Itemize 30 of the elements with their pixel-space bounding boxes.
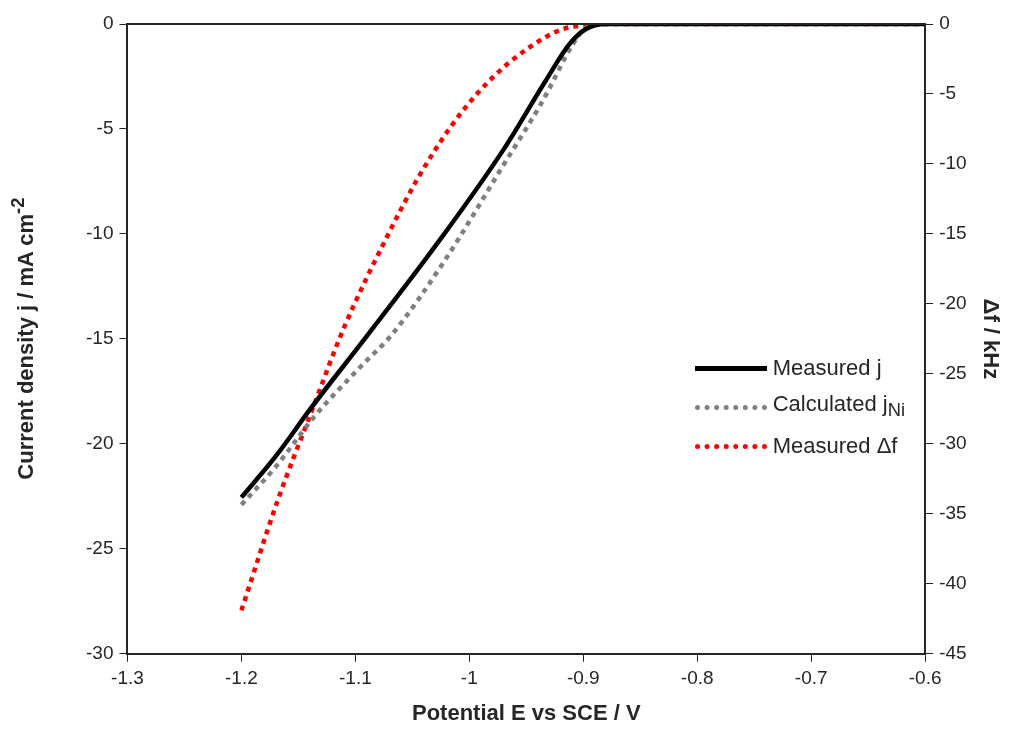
y-tick-label: 0 [102, 12, 114, 34]
legend-label: Calculated j$_{Ni}$ [772, 390, 905, 423]
y2-tick-label: -15 [939, 222, 967, 244]
y2-tick-label: -45 [939, 642, 967, 664]
y2-tick-label: -5 [939, 82, 957, 104]
x-tick-label: -0.6 [908, 667, 942, 689]
y-tick-label: -15 [85, 327, 114, 349]
legend-label: Measured j [772, 354, 882, 382]
y2-tick-label: -40 [939, 572, 967, 594]
y-tick-label: -30 [85, 642, 114, 664]
y2-tick-label: -20 [939, 292, 967, 314]
y-tick-label: -20 [85, 432, 114, 454]
x-tick-label: -0.8 [680, 667, 714, 689]
x-tick-label: -1 [460, 667, 478, 689]
y-tick-label: -5 [96, 117, 114, 139]
x-tick-label: -0.7 [794, 667, 828, 689]
x-tick-label: -1.1 [338, 667, 372, 689]
y2-axis-title: Δf / kHz [978, 298, 1004, 380]
x-tick-label: -1.3 [111, 667, 144, 689]
y2-tick-label: -30 [939, 432, 967, 454]
y2-tick-label: -10 [939, 152, 967, 174]
y2-tick-label: -35 [939, 502, 967, 524]
y2-tick-label: -25 [939, 362, 967, 384]
legend-label: Measured Δf [772, 432, 898, 461]
y-tick-label: -25 [85, 537, 114, 559]
y2-tick-label: 0 [939, 12, 950, 34]
x-tick-label: -1.2 [225, 667, 258, 689]
x-axis-title: Potential E vs SCE / V [411, 699, 641, 725]
y-tick-label: -10 [85, 222, 114, 244]
x-tick-label: -0.9 [566, 667, 600, 689]
